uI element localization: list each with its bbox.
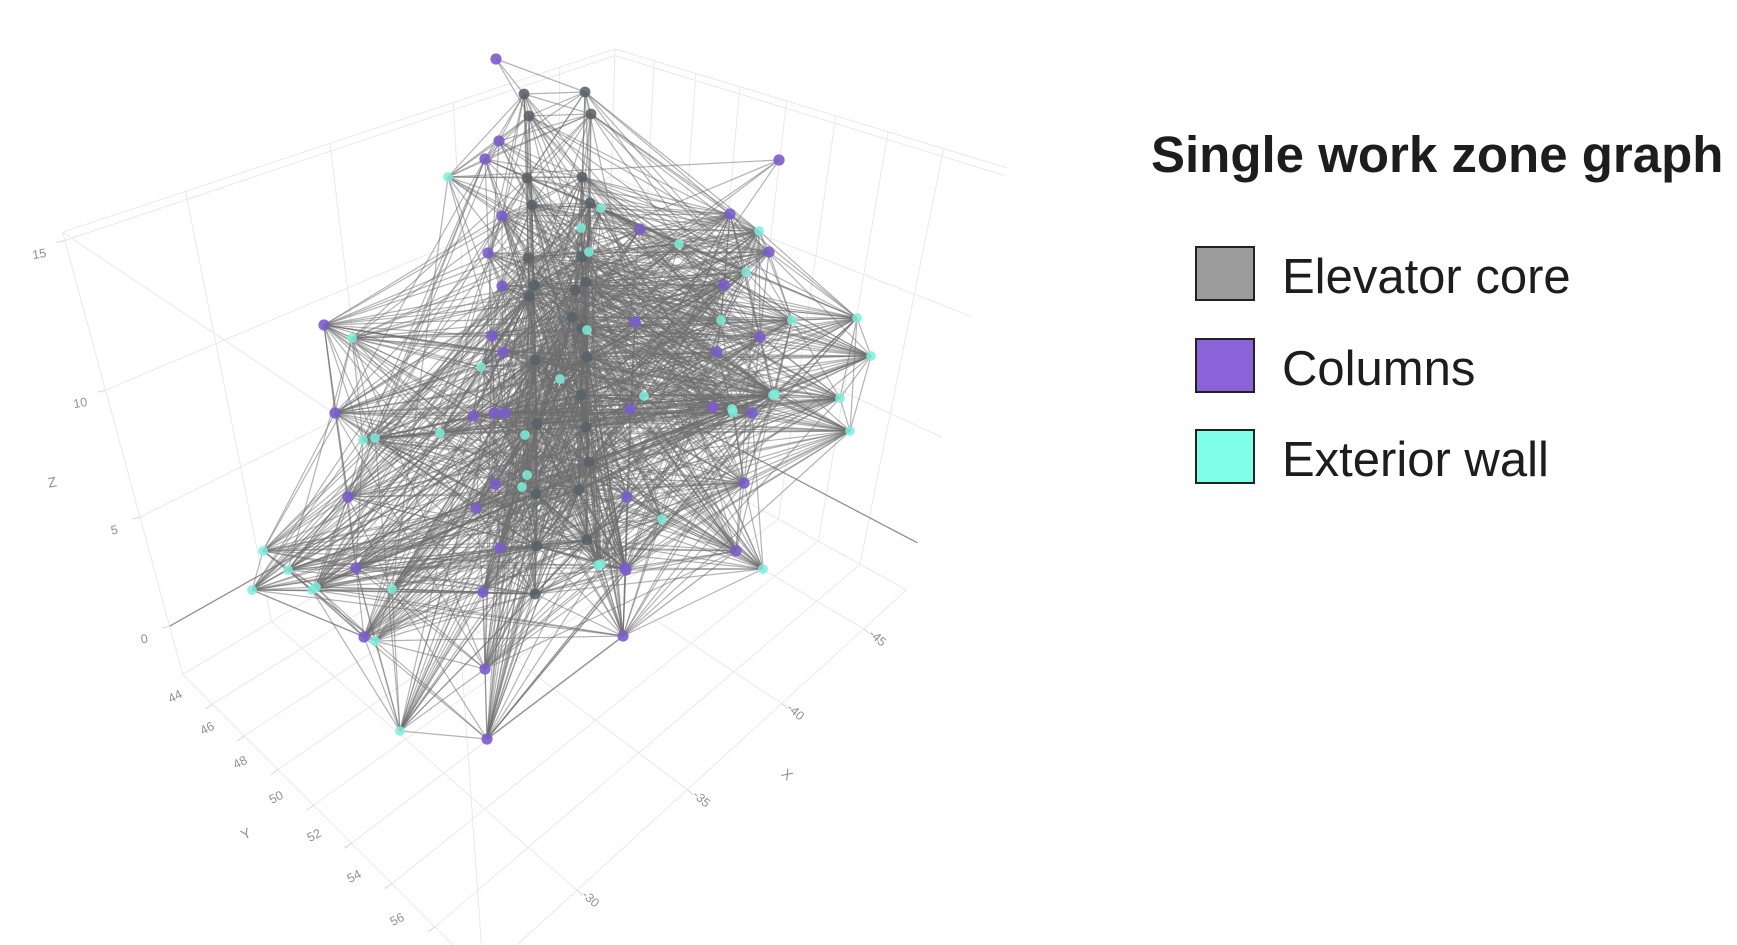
svg-text:-45: -45: [866, 627, 889, 650]
svg-text:50: 50: [267, 788, 286, 807]
svg-text:0: 0: [140, 632, 149, 647]
svg-text:-40: -40: [784, 701, 807, 724]
svg-text:52: 52: [305, 826, 324, 845]
svg-text:X: X: [779, 765, 797, 784]
svg-text:Z: Z: [47, 473, 59, 490]
svg-text:46: 46: [198, 719, 217, 738]
svg-text:5: 5: [110, 523, 119, 538]
svg-text:54: 54: [345, 867, 364, 886]
svg-text:-30: -30: [579, 888, 602, 911]
svg-text:10: 10: [72, 395, 88, 411]
svg-text:56: 56: [388, 910, 407, 929]
svg-text:Y: Y: [238, 824, 254, 843]
svg-text:-35: -35: [690, 788, 713, 811]
svg-text:48: 48: [231, 753, 250, 772]
svg-text:15: 15: [31, 246, 47, 262]
svg-text:44: 44: [166, 687, 185, 706]
